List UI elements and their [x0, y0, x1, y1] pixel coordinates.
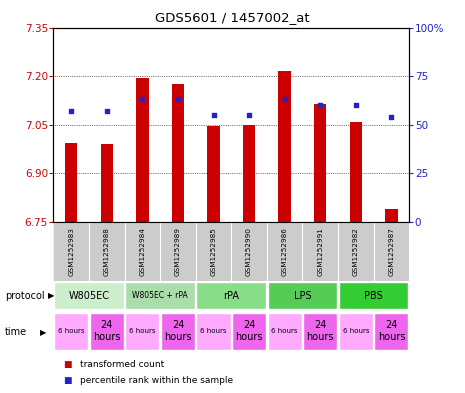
Text: GSM1252987: GSM1252987	[388, 227, 394, 276]
Text: GSM1252982: GSM1252982	[353, 227, 359, 276]
Bar	[207, 127, 220, 222]
Bar	[197, 312, 231, 350]
Point	[67, 108, 75, 114]
Bar	[314, 104, 326, 222]
Text: percentile rank within the sample: percentile rank within the sample	[80, 376, 233, 384]
Text: GSM1252983: GSM1252983	[68, 227, 74, 276]
Bar	[90, 312, 124, 350]
Bar	[339, 283, 408, 309]
Bar	[100, 144, 113, 222]
Text: time: time	[5, 327, 27, 337]
Bar	[268, 312, 302, 350]
Point	[246, 112, 253, 118]
Text: 24
hours: 24 hours	[164, 320, 192, 342]
Point	[174, 96, 182, 103]
Text: GSM1252988: GSM1252988	[104, 227, 110, 276]
Text: 6 hours: 6 hours	[129, 328, 156, 334]
Text: GSM1252991: GSM1252991	[317, 227, 323, 276]
Bar	[126, 283, 195, 309]
Bar	[65, 143, 78, 222]
Text: 24
hours: 24 hours	[93, 320, 120, 342]
Text: PBS: PBS	[364, 291, 383, 301]
Bar	[197, 283, 266, 309]
Point	[103, 108, 111, 114]
Text: 24
hours: 24 hours	[306, 320, 334, 342]
Bar	[54, 312, 88, 350]
Text: GSM1252985: GSM1252985	[211, 227, 217, 276]
Bar	[126, 312, 159, 350]
Point	[281, 96, 288, 103]
Bar	[232, 312, 266, 350]
Point	[317, 102, 324, 108]
Text: ▶: ▶	[40, 328, 47, 336]
Text: LPS: LPS	[294, 291, 311, 301]
Text: GSM1252990: GSM1252990	[246, 227, 252, 276]
Point	[388, 114, 395, 120]
Text: 6 hours: 6 hours	[200, 328, 227, 334]
Point	[139, 96, 146, 103]
Bar	[268, 283, 337, 309]
Text: protocol: protocol	[5, 290, 44, 301]
Text: 6 hours: 6 hours	[272, 328, 298, 334]
Text: 6 hours: 6 hours	[58, 328, 85, 334]
Text: ■: ■	[63, 360, 71, 369]
Point	[352, 102, 359, 108]
Text: W805EC + rPA: W805EC + rPA	[133, 291, 188, 300]
Text: 24
hours: 24 hours	[235, 320, 263, 342]
Text: GSM1252984: GSM1252984	[140, 227, 146, 276]
Text: GDS5601 / 1457002_at: GDS5601 / 1457002_at	[155, 11, 310, 24]
Bar	[303, 312, 337, 350]
Text: GSM1252986: GSM1252986	[282, 227, 288, 276]
Bar	[374, 312, 408, 350]
Bar	[279, 71, 291, 222]
Text: ▶: ▶	[48, 291, 54, 300]
Text: GSM1252989: GSM1252989	[175, 227, 181, 276]
Bar	[243, 125, 255, 222]
Text: 6 hours: 6 hours	[343, 328, 369, 334]
Text: W805EC: W805EC	[68, 291, 110, 301]
Text: 24
hours: 24 hours	[378, 320, 405, 342]
Point	[210, 112, 217, 118]
Bar	[161, 312, 195, 350]
Bar	[172, 84, 184, 222]
Bar	[136, 78, 149, 222]
Bar	[54, 283, 124, 309]
Bar	[350, 121, 362, 222]
Bar	[385, 209, 398, 222]
Bar	[339, 312, 373, 350]
Text: transformed count: transformed count	[80, 360, 165, 369]
Text: ■: ■	[63, 376, 71, 384]
Text: rPA: rPA	[223, 291, 239, 301]
